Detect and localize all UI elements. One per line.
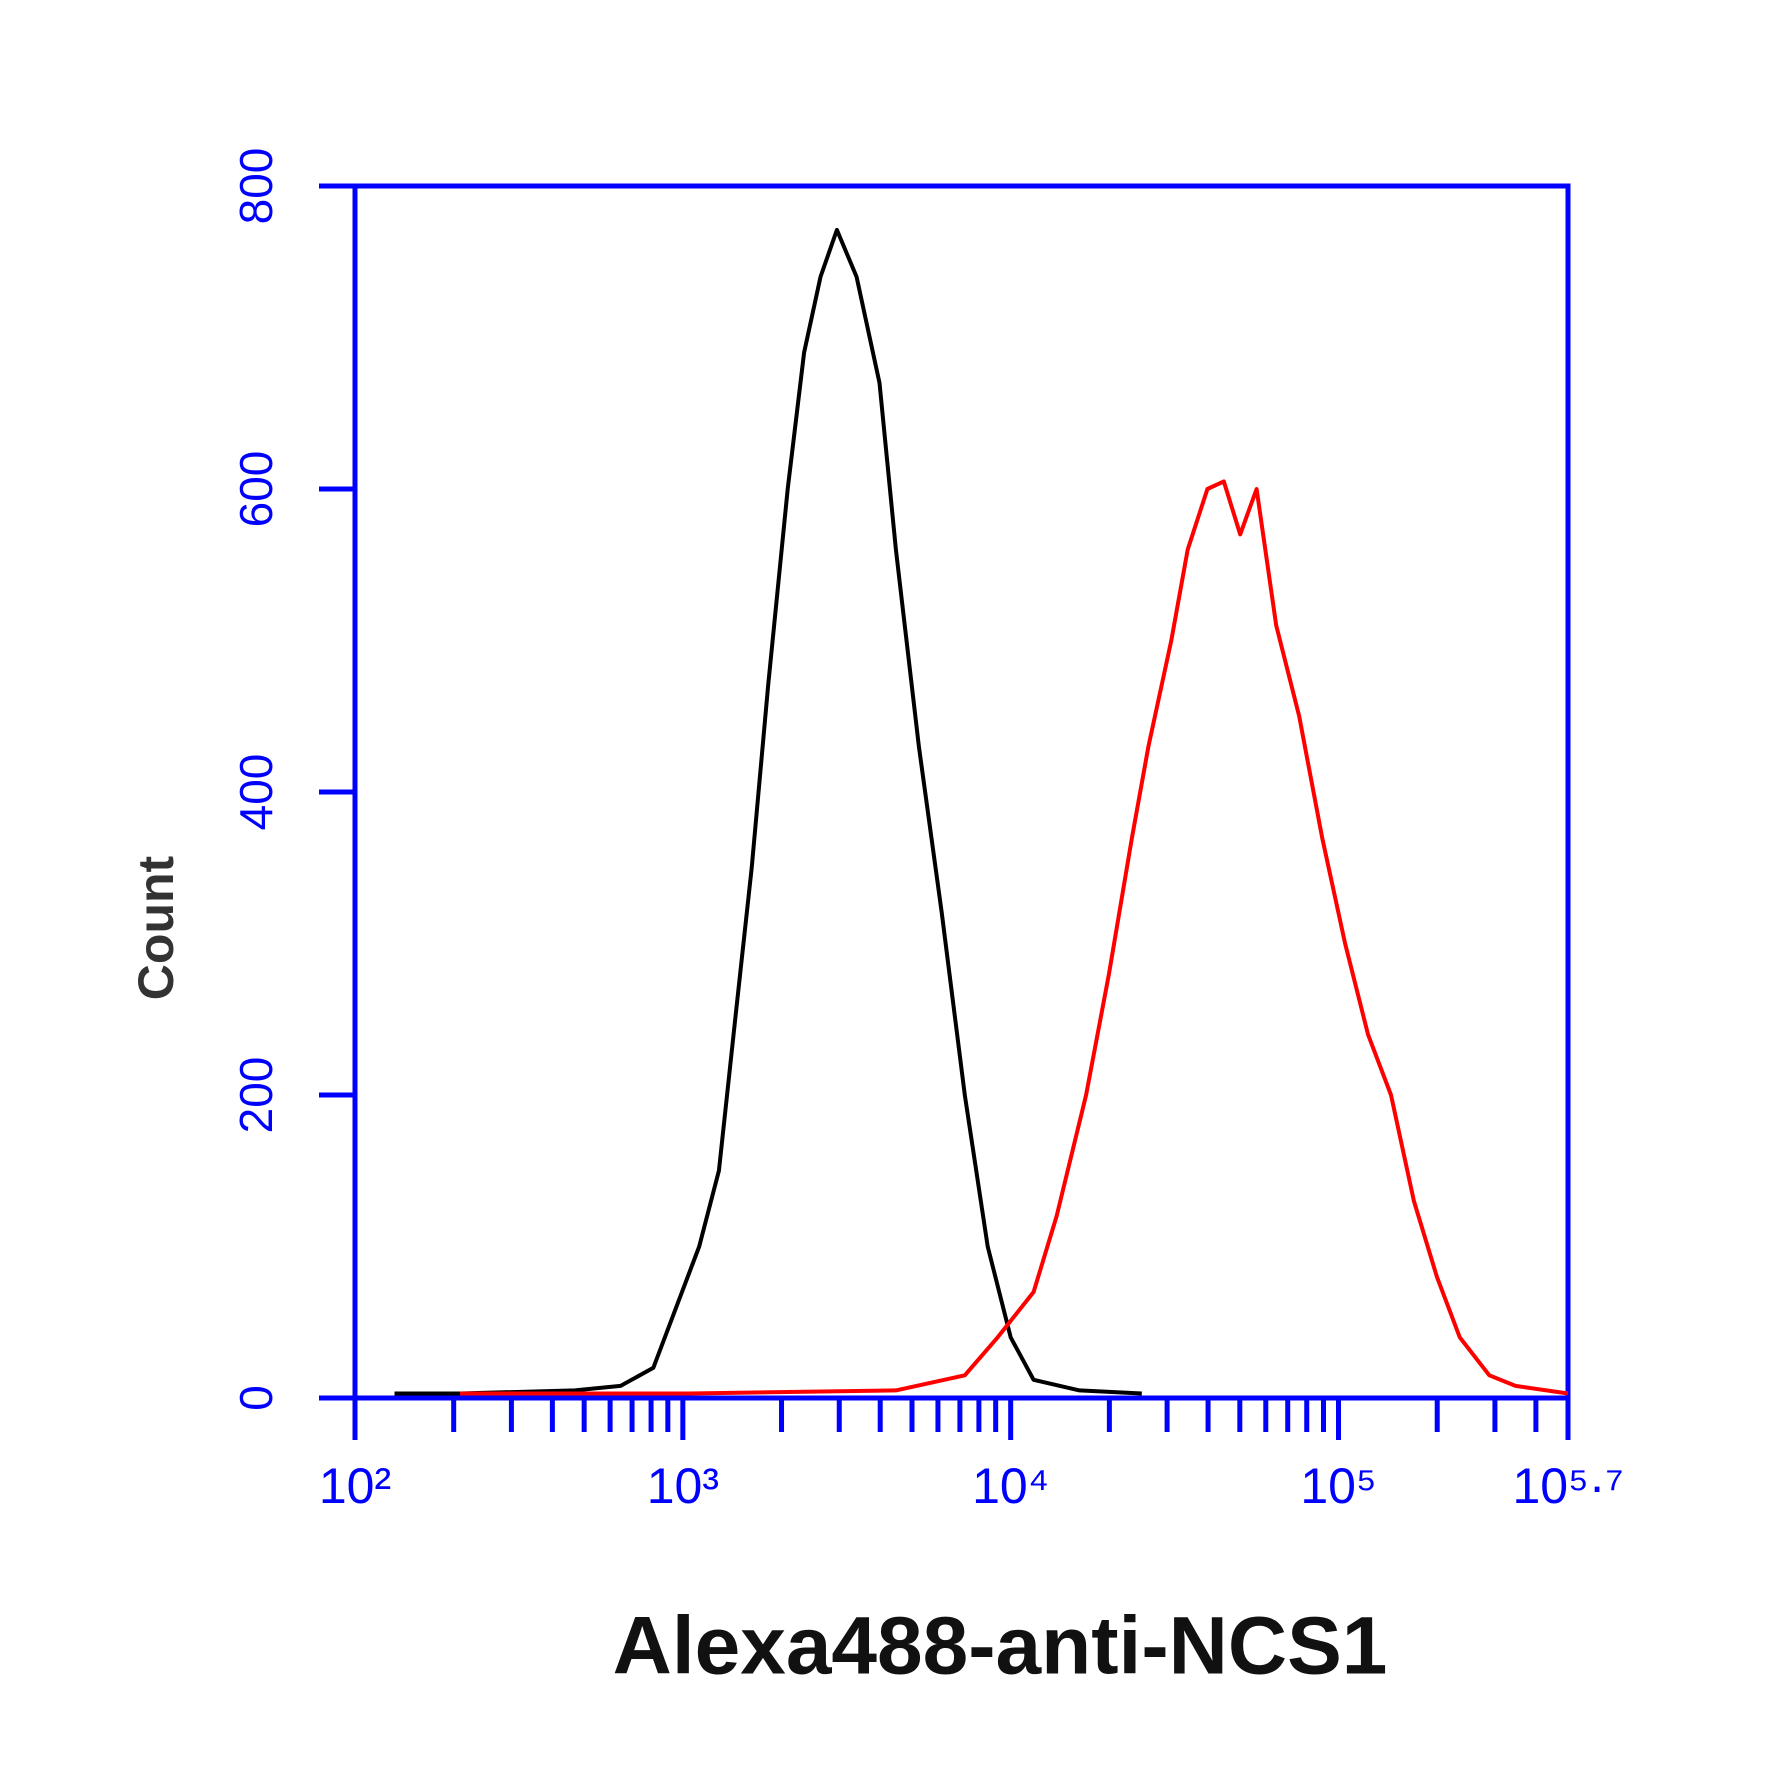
y-axis-title: Count: [128, 855, 184, 1000]
histogram-line: [394, 227, 1142, 1396]
y-tick-label: 0: [230, 1385, 282, 1411]
y-tick-label: 400: [230, 754, 282, 831]
y-tick-label: 600: [230, 451, 282, 528]
plot-frame: [352, 183, 1571, 1401]
x-tick-label: 10⁵·⁷: [1512, 1458, 1623, 1514]
x-tick-label: 10²: [319, 1458, 391, 1514]
x-tick-label: 10³: [647, 1458, 719, 1514]
y-tick-label: 200: [230, 1057, 282, 1134]
y-tick-label: 800: [230, 148, 282, 225]
histogram-line: [460, 479, 1569, 1396]
x-tick-label: 10⁵: [1300, 1458, 1376, 1514]
x-tick-label: 10⁴: [972, 1458, 1049, 1514]
x-axis-title: Alexa488-anti-NCS1: [613, 1601, 1388, 1692]
